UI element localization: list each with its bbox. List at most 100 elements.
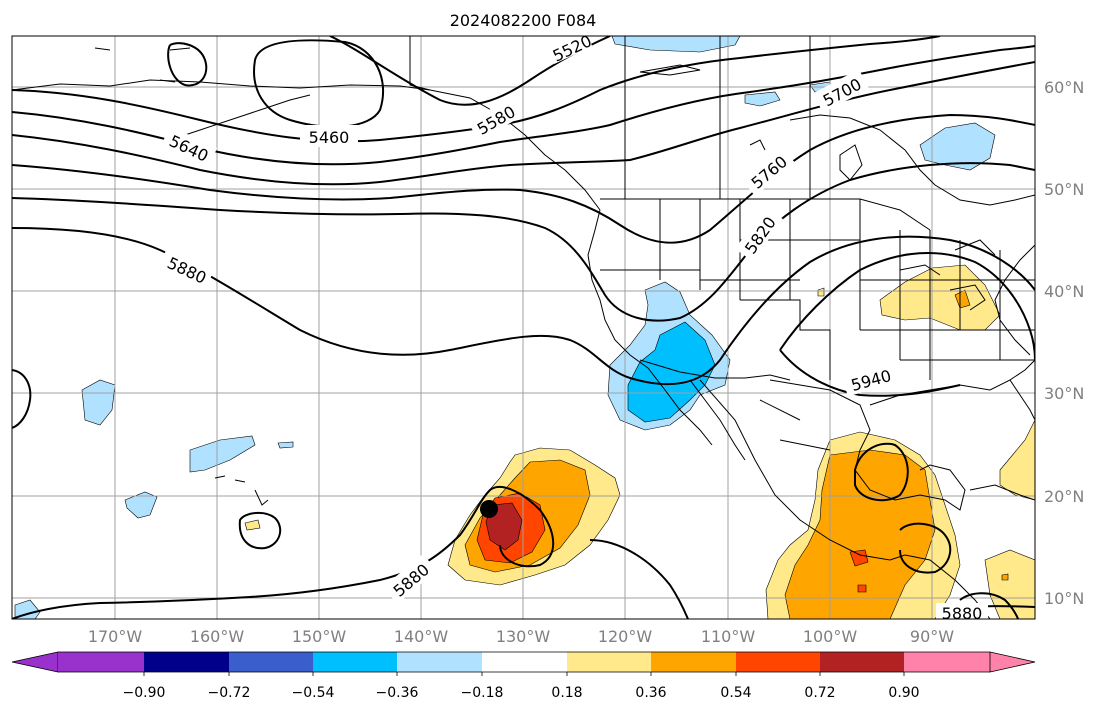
us-mexico-border [639, 359, 791, 381]
colorbar-tick-label: −0.54 [292, 685, 335, 701]
pos-patch-mexico-red [849, 549, 869, 567]
lat-label: 40°N [1044, 282, 1084, 301]
pos-patch-mexico-orange [784, 449, 936, 619]
lon-label: 150°W [292, 627, 347, 646]
lat-label: 10°N [1044, 589, 1084, 608]
lon-label: 100°W [803, 627, 858, 646]
colorbar-seg [397, 652, 482, 672]
cuba [969, 484, 1035, 501]
canada-islands [639, 64, 863, 181]
alaska-coast [12, 79, 601, 211]
longitude-labels: 170°W 160°W 150°W 140°W 130°W 120°W 110°… [88, 627, 954, 646]
colorbar-seg [820, 652, 904, 672]
neg-patch-canada [744, 91, 781, 107]
neg-patch-sw-corner [14, 599, 41, 619]
great-lakes [899, 239, 996, 311]
contour-5460-closed [253, 39, 385, 128]
colorbar-tick-label: −0.18 [461, 685, 504, 701]
contour-5820 [12, 162, 1035, 322]
florida [1009, 379, 1035, 421]
colorbar-seg [229, 652, 313, 672]
pos-patch-caribbean [999, 419, 1035, 501]
pos-patch-tiny-plains [817, 287, 825, 297]
contour-5640 [12, 45, 1035, 166]
bering-islands [94, 47, 191, 83]
map-frame [11, 35, 1036, 620]
us-west-coast [587, 209, 649, 369]
colorbar-tick-label: 0.90 [888, 685, 919, 701]
colorbar-tick-label: 0.18 [551, 685, 582, 701]
mexico-west [699, 379, 906, 561]
lat-label: 60°N [1044, 78, 1084, 97]
contour-5760 [12, 113, 1035, 244]
lat-label: 50°N [1044, 180, 1084, 199]
alaska-canada-border [409, 36, 431, 91]
colorbar-tick-label: −0.72 [208, 685, 251, 701]
colorbar-seg [144, 652, 229, 672]
pos-patch-lakes-inner [954, 289, 971, 309]
figure-title: 2024082200 F084 [450, 11, 597, 30]
contour-caribbean [959, 592, 1019, 619]
colorbar-tick-label: −0.36 [376, 685, 419, 701]
contour-mexico-ring2 [899, 522, 952, 574]
neg-patch-north [611, 36, 741, 53]
colorbar-seg [313, 652, 397, 672]
hawaii-islands [214, 475, 269, 506]
neg-patch-southwest [124, 491, 158, 519]
lon-label: 90°W [910, 627, 954, 646]
lon-label: 110°W [701, 627, 756, 646]
pos-patch-caribbean-s [984, 549, 1035, 619]
contour-5700 [12, 61, 1035, 186]
lon-label: 120°W [598, 627, 653, 646]
us-canada-border [600, 198, 931, 231]
contour-5940 [779, 251, 1035, 397]
contour-5580 [12, 36, 941, 143]
aleutians [169, 94, 311, 141]
contour-west-edge [12, 369, 32, 429]
colorbar-seg [482, 652, 567, 672]
latitude-labels: 60°N 50°N 40°N 30°N 20°N 10°N [1044, 78, 1084, 608]
pos-patch-hawaii-s [244, 519, 261, 531]
pos-patch-carib-dot [1001, 573, 1009, 581]
lat-label: 30°N [1044, 384, 1084, 403]
colorbar-tick-label: −0.90 [123, 685, 166, 701]
storm-center-marker [480, 500, 498, 518]
colorbar-tick-label: 0.54 [720, 685, 751, 701]
colorbar-seg [58, 652, 144, 672]
contour-small-low-nw [167, 42, 208, 87]
lon-label: 130°W [496, 627, 551, 646]
colorbar-seg [736, 652, 820, 672]
lat-label: 20°N [1044, 487, 1084, 506]
neg-patch-hawaii-n [81, 379, 116, 426]
coastlines [12, 36, 1035, 619]
colorbar-extend-min [11, 651, 59, 673]
colorbar-outline [58, 651, 990, 673]
east-coast [994, 244, 1035, 356]
contour-label-5880-c: 5880 [942, 604, 983, 623]
contour-hawaii-ring [238, 512, 282, 550]
contour-5880-pacific-tail [589, 539, 689, 619]
height-contours [12, 36, 1035, 619]
contour-mexico-low [854, 442, 909, 502]
lon-label: 140°W [394, 627, 449, 646]
hudson-coast [789, 114, 1035, 206]
mexico-interior [759, 399, 831, 451]
neg-patch-hawaii [189, 435, 256, 473]
colorbar-extend-max [989, 651, 1036, 673]
pos-patch-lakes-outer [879, 264, 1001, 331]
baja [647, 367, 746, 461]
lon-label: 160°W [190, 627, 245, 646]
canada-provinces [624, 36, 811, 199]
colorbar-ticks [143, 672, 905, 676]
colorbar-tick-label: 0.36 [635, 685, 666, 701]
anomaly-fills [14, 36, 1035, 619]
colorbar: −0.90 −0.72 −0.54 −0.36 −0.18 0.18 0.36 … [11, 651, 1036, 701]
contour-label-5460: 5460 [309, 128, 350, 147]
colorbar-seg [567, 652, 651, 672]
colorbar-seg [904, 652, 990, 672]
lon-label: 170°W [88, 627, 143, 646]
pos-patch-mexico-red2 [857, 584, 867, 593]
colorbar-tick-label: 0.72 [804, 685, 835, 701]
us-states-east [859, 199, 1035, 380]
